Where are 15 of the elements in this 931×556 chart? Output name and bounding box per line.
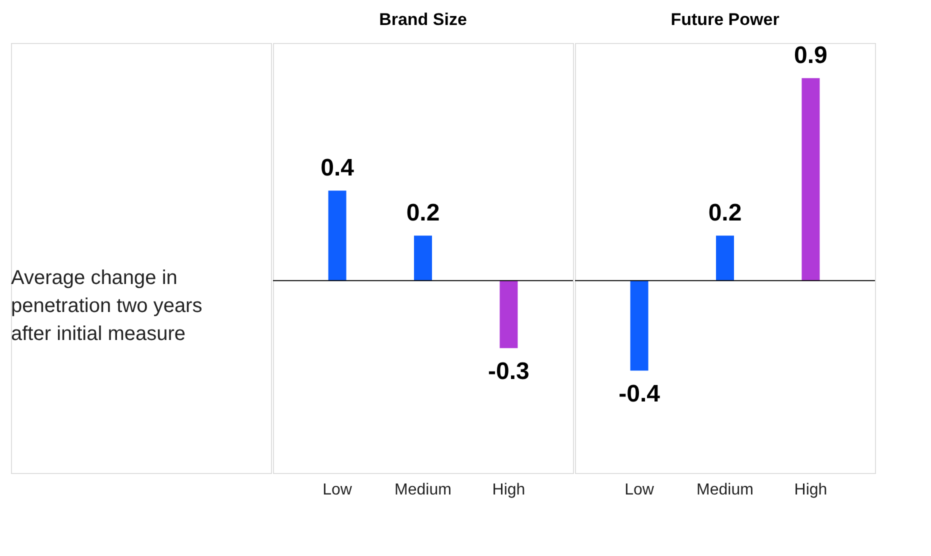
x-tick-label: Medium [696, 482, 754, 498]
chart-title: Future Power [670, 10, 780, 29]
data-label: 0.2 [708, 200, 742, 227]
chart-title: Brand Size [379, 10, 467, 29]
data-label: 0.9 [794, 42, 828, 70]
x-tick-label: Medium [394, 482, 452, 498]
y-axis-title: Average change in penetration two years after initial measure [11, 267, 202, 345]
data-label: 0.4 [320, 154, 355, 182]
x-tick-label: Low [322, 482, 352, 498]
data-label: -0.3 [488, 358, 530, 386]
x-tick-label: High [794, 482, 828, 498]
x-tick-label: High [492, 482, 526, 498]
data-label: -0.4 [618, 380, 661, 408]
data-label: 0.2 [406, 200, 440, 227]
x-tick-label: Low [624, 482, 654, 498]
